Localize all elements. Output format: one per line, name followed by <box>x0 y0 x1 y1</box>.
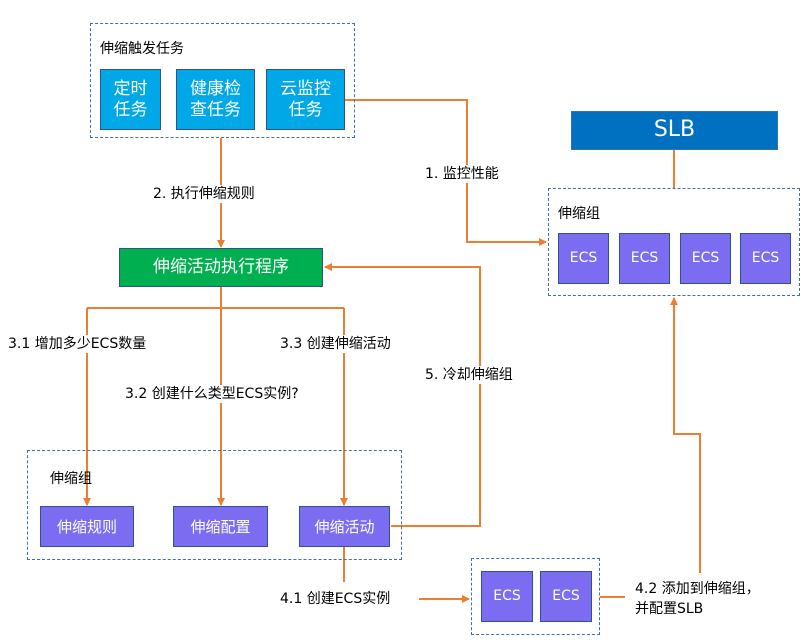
ecs-instance[interactable]: ECS <box>680 233 731 284</box>
new-ecs-instance[interactable]: ECS <box>540 571 592 622</box>
item-label: 伸缩规则 <box>56 517 117 536</box>
new-ecs-instance[interactable]: ECS <box>481 571 533 622</box>
arrow-4-2 <box>670 297 701 573</box>
ecs-label: ECS <box>569 250 598 267</box>
trigger-group-title: 伸缩触发任务 <box>100 41 184 57</box>
scheduled-task[interactable]: 定时 任务 <box>100 69 161 130</box>
new-ecs-group <box>471 558 600 635</box>
scaling-group-title: 伸缩组 <box>50 471 92 487</box>
scaling-rule[interactable]: 伸缩规则 <box>40 506 134 547</box>
slb-box[interactable]: SLB <box>571 111 778 150</box>
health-check-task[interactable]: 健康检 查任务 <box>176 69 255 130</box>
ecs-label: ECS <box>751 250 780 267</box>
ecs-label: ECS <box>552 588 580 605</box>
scaling-group-title: 伸缩组 <box>558 206 600 222</box>
task-label: 云监控 <box>280 79 331 100</box>
ecs-label: ECS <box>493 588 521 605</box>
trigger-task-group <box>90 23 355 138</box>
ecs-instance[interactable]: ECS <box>740 233 791 284</box>
scaling-group-right <box>548 188 800 296</box>
ecs-label: ECS <box>630 250 659 267</box>
step-4-2-label-line1: 4.2 添加到伸缩组， <box>633 580 762 598</box>
step-4-2-label-line2: 并配置SLB <box>633 600 706 618</box>
ecs-instance[interactable]: ECS <box>558 233 609 284</box>
item-label: 伸缩配置 <box>190 517 251 536</box>
cloud-monitor-task[interactable]: 云监控 任务 <box>266 69 345 130</box>
step-4-1-label: 4.1 创建ECS实例 <box>278 590 393 608</box>
step-1-label: 1. 监控性能 <box>423 165 501 183</box>
scaling-executor[interactable]: 伸缩活动执行程序 <box>119 248 323 287</box>
task-label: 任务 <box>113 99 148 120</box>
step-3-1-label: 3.1 增加多少ECS数量 <box>6 335 149 353</box>
step-2-label: 2. 执行伸缩规则 <box>151 185 257 203</box>
arrow-cooldown <box>324 263 481 527</box>
slb-label: SLB <box>653 117 696 143</box>
step-3-2-label: 3.2 创建什么类型ECS实例? <box>123 385 301 403</box>
executor-label: 伸缩活动执行程序 <box>153 257 289 278</box>
scaling-activity[interactable]: 伸缩活动 <box>299 506 390 547</box>
ecs-instance[interactable]: ECS <box>619 233 670 284</box>
task-label: 查任务 <box>190 99 241 120</box>
step-5-label: 5. 冷却伸缩组 <box>423 366 515 384</box>
task-label: 任务 <box>288 99 323 120</box>
scaling-group-bottom <box>27 450 402 560</box>
task-label: 健康检 <box>190 79 241 100</box>
item-label: 伸缩活动 <box>314 517 375 536</box>
task-label: 定时 <box>113 79 148 100</box>
scaling-config[interactable]: 伸缩配置 <box>173 506 268 547</box>
step-3-3-label: 3.3 创建伸缩活动 <box>278 335 393 353</box>
ecs-label: ECS <box>691 250 720 267</box>
